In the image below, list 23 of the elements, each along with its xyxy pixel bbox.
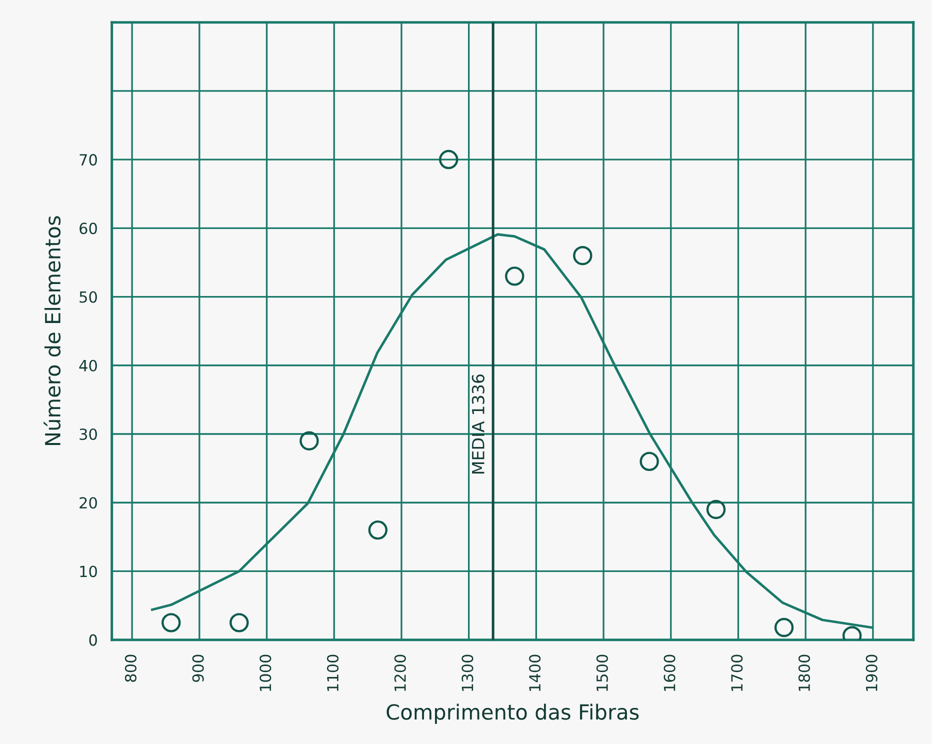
y-tick-label: 60: [80, 222, 97, 234]
x-axis-title: Comprimento das Fibras: [386, 704, 639, 724]
y-tick-label: 70: [80, 154, 97, 166]
ref-line-label: MEDIA 1336: [472, 374, 484, 474]
x-tick-label: 1800: [798, 654, 810, 691]
x-tick-label: 1400: [529, 654, 541, 691]
x-tick-label: 800: [124, 654, 136, 682]
x-tick-label: 1600: [664, 654, 676, 691]
x-tick-label: 1300: [462, 654, 474, 691]
x-tick-label: 1100: [326, 654, 339, 691]
x-tick-label: 1000: [260, 654, 272, 691]
y-tick-label: 40: [79, 360, 97, 372]
x-tick-label: 1200: [394, 654, 406, 691]
y-axis-title: Número de Elementos: [44, 216, 61, 445]
y-tick-label: 20: [80, 497, 97, 509]
y-tick-label: 50: [80, 291, 97, 303]
x-tick-label: 900: [192, 654, 204, 682]
y-tick-label: 30: [80, 428, 97, 440]
x-tick-label: 1500: [596, 654, 608, 691]
x-tick-label: 1700: [731, 654, 743, 691]
y-tick-label: 10: [80, 566, 97, 578]
y-tick-label: 0: [89, 634, 97, 646]
x-tick-label: 1900: [866, 654, 878, 691]
